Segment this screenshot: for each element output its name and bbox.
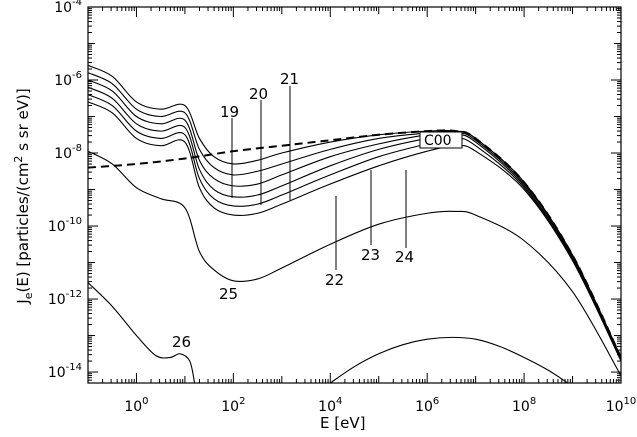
curve-25: [88, 150, 621, 376]
curve-24: [88, 101, 621, 362]
label-25: 25: [219, 285, 238, 303]
curve-labels: 19 20 21 22 23 24 25 26 C00: [172, 70, 463, 351]
x-tick-label: 1010: [606, 396, 637, 415]
label-21: 21: [280, 70, 299, 88]
x-tick-label: 102: [221, 396, 245, 415]
curve-group: [88, 64, 621, 383]
curve-unlabeled: [329, 336, 569, 383]
label-pointers: [231, 86, 407, 270]
curve-c00: [88, 129, 621, 358]
label-c00-box: [419, 131, 463, 149]
label-26: 26: [172, 333, 191, 351]
x-axis-label: E [eV]: [320, 414, 365, 432]
plot-frame: [87, 6, 622, 384]
curve-26: [88, 282, 196, 383]
y-label-sup: 2: [12, 156, 25, 163]
label-23: 23: [361, 246, 380, 264]
label-22: 22: [325, 271, 344, 289]
y-label-end: s sr eV)]: [14, 88, 32, 155]
x-tick-label: 106: [415, 396, 439, 415]
y-tick-label: 10-6: [54, 70, 82, 89]
curve-21: [88, 79, 621, 358]
y-tick-label: 10-12: [48, 289, 82, 308]
x-tick-label: 100: [124, 396, 148, 415]
y-label-sub: e: [22, 292, 35, 299]
y-tick-label: 10-14: [48, 362, 82, 381]
x-ticks: 100 102 104 106 108 1010: [87, 7, 637, 415]
curve-20: [88, 72, 621, 358]
curve-23: [88, 94, 621, 360]
y-tick-label: 10-10: [48, 216, 82, 235]
y-label-j: J: [14, 299, 32, 304]
y-ticks: 10-4 10-6 10-8 10-10 10-12 10-14: [48, 0, 621, 381]
label-20: 20: [249, 85, 268, 103]
curve-22: [88, 86, 621, 358]
label-c00: C00: [424, 133, 452, 149]
x-tick-label: 108: [512, 396, 536, 415]
y-axis-label: Je(E) [particles/(cm2 s sr eV)]: [12, 88, 35, 304]
label-24: 24: [395, 248, 414, 266]
y-tick-label: 10-4: [54, 0, 82, 16]
y-tick-label: 10-8: [54, 143, 82, 162]
y-label-mid: (E) [particles/(cm: [14, 163, 32, 293]
label-19: 19: [220, 103, 239, 121]
x-tick-label: 104: [318, 396, 342, 415]
curves: [88, 64, 621, 383]
